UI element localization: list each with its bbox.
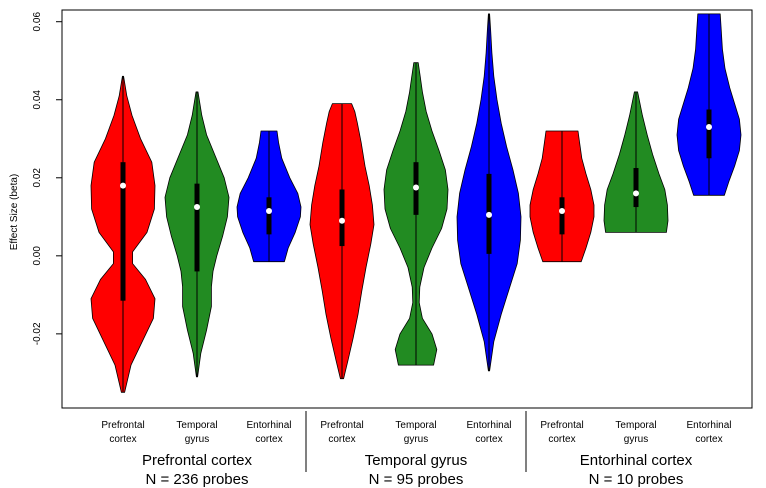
violin-iqr-box: [559, 197, 565, 235]
group-title: Prefrontal cortex: [142, 452, 253, 469]
category-label-line2: cortex: [328, 434, 355, 445]
group-subtitle: N = 236 probes: [146, 471, 249, 488]
y-tick-label: 0.02: [32, 168, 43, 188]
group-subtitle: N = 95 probes: [369, 471, 464, 488]
x-axis-labels: Prefrontal cortex Temporal gyrus Entorhinal c…: [101, 420, 731, 445]
y-tick-label: 0.06: [32, 12, 43, 32]
group-title: Temporal gyrus: [365, 452, 468, 469]
category-label-line2: gyrus: [404, 434, 428, 445]
violin-median-point: [413, 184, 419, 191]
violin-median-point: [194, 204, 200, 211]
category-label-line2: cortex: [548, 434, 575, 445]
violin-median-point: [120, 182, 126, 189]
plot-frame: [61, 9, 753, 409]
y-tick-label: 0.04: [32, 90, 43, 110]
violin-median-point: [559, 207, 565, 214]
group-subtitle: N = 10 probes: [589, 471, 684, 488]
group-labels: Prefrontal cortex N = 236 probes Temporal …: [142, 411, 693, 488]
violins: [90, 13, 742, 393]
y-tick-label: 0.00: [32, 246, 43, 266]
category-label-line1: Temporal: [176, 420, 217, 431]
category-label-line1: Temporal: [615, 420, 656, 431]
category-label-line2: cortex: [695, 434, 722, 445]
category-label-line2: gyrus: [624, 434, 648, 445]
category-label-line1: Prefrontal: [101, 420, 144, 431]
group-title: Entorhinal cortex: [580, 452, 693, 469]
category-label-line1: Prefrontal: [540, 420, 583, 431]
violin-iqr-box: [120, 162, 126, 301]
violin-median-point: [339, 217, 345, 224]
violin-iqr-box: [633, 168, 639, 208]
y-axis-title: Effect Size (beta): [9, 174, 20, 251]
category-label-line1: Temporal: [395, 420, 436, 431]
category-label-line2: gyrus: [185, 434, 209, 445]
violin-iqr-box: [194, 183, 200, 272]
y-tick-label: -0.02: [32, 322, 43, 345]
category-label-line1: Prefrontal: [320, 420, 363, 431]
category-label-line2: cortex: [109, 434, 136, 445]
violin-median-point: [266, 207, 272, 214]
y-axis: -0.02 0.00 0.02 0.04 0.06: [32, 12, 62, 345]
violin-iqr-box: [706, 109, 712, 159]
category-label-line1: Entorhinal: [466, 420, 511, 431]
category-label-line2: cortex: [475, 434, 502, 445]
category-label-line1: Entorhinal: [246, 420, 291, 431]
plot-border: [61, 9, 753, 409]
violin-median-point: [633, 190, 639, 197]
category-label-line2: cortex: [255, 434, 282, 445]
category-label-line1: Entorhinal: [686, 420, 731, 431]
violin-median-point: [486, 211, 492, 218]
violin-median-point: [706, 124, 712, 131]
violin-iqr-box: [266, 197, 272, 235]
